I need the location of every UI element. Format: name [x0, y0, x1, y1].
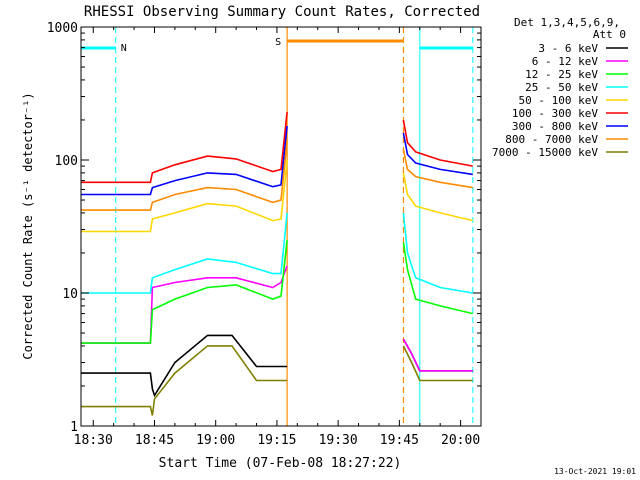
- legend-entry-label: 25 - 50 keV: [525, 81, 598, 94]
- series-line-5: [81, 159, 288, 233]
- series-line-8: [81, 140, 288, 211]
- y-tick-label: 10: [62, 287, 78, 302]
- legend-entry-label: 300 - 800 keV: [512, 120, 598, 133]
- legend-entry-label: 3 - 6 keV: [538, 42, 598, 55]
- series-line-6: [81, 111, 288, 184]
- y-tick-label: 100: [55, 154, 78, 169]
- series-line-9: [402, 345, 473, 382]
- saa-label: S: [275, 37, 281, 48]
- y-tick-label: 1: [70, 420, 78, 435]
- night-label: N: [121, 43, 127, 54]
- series-line-4: [402, 212, 473, 294]
- series-line-5: [402, 172, 473, 222]
- x-tick-label: 18:45: [135, 433, 174, 448]
- x-tick-label: 18:30: [74, 433, 113, 448]
- series-line-6: [402, 119, 473, 167]
- series-line-9: [81, 345, 288, 416]
- series-line-2: [402, 338, 473, 372]
- legend-entry-label: 12 - 25 keV: [525, 68, 598, 81]
- series-line-1: [81, 334, 288, 398]
- series-line-3: [402, 242, 473, 315]
- series-line-3: [81, 240, 288, 344]
- x-axis-label: Start Time (07-Feb-08 18:27:22): [159, 456, 402, 471]
- legend-entry-label: 50 - 100 keV: [519, 94, 599, 107]
- legend-entry-label: 100 - 300 keV: [512, 107, 598, 120]
- legend-entry-label: 7000 - 15000 keV: [492, 146, 598, 159]
- legend-attenuator: Att 0: [593, 28, 626, 41]
- x-tick-label: 19:45: [380, 433, 419, 448]
- x-tick-label: 19:30: [319, 433, 358, 448]
- legend-entry-label: 6 - 12 keV: [532, 55, 599, 68]
- series-layer: [81, 111, 473, 416]
- x-tick-label: 19:00: [196, 433, 235, 448]
- plot-area: NS: [80, 26, 482, 427]
- legend-header: Det 1,3,4,5,6,9,: [514, 16, 620, 29]
- legend-entry-label: 800 - 7000 keV: [505, 133, 598, 146]
- y-axis-label: Corrected Count Rate (s⁻¹ detector⁻¹): [21, 92, 35, 359]
- series-line-4: [81, 212, 288, 294]
- series-line-8: [402, 149, 473, 189]
- y-tick-label: 1000: [47, 21, 78, 36]
- timestamp-stamp: 13-Oct-2021 19:01: [554, 467, 636, 476]
- x-tick-label: 20:00: [441, 433, 480, 448]
- plot-frame: [80, 26, 482, 427]
- series-line-7: [81, 125, 288, 196]
- series-line-2: [81, 265, 288, 344]
- x-tick-label: 19:15: [257, 433, 296, 448]
- axis-layer: 18:30 18:45 19:00 19:15 19:30 19:45 20:00 1 10 10…: [47, 21, 481, 448]
- series-line-7: [402, 132, 473, 176]
- chart-title: RHESSI Observing Summary Count Rates, Co…: [84, 4, 480, 20]
